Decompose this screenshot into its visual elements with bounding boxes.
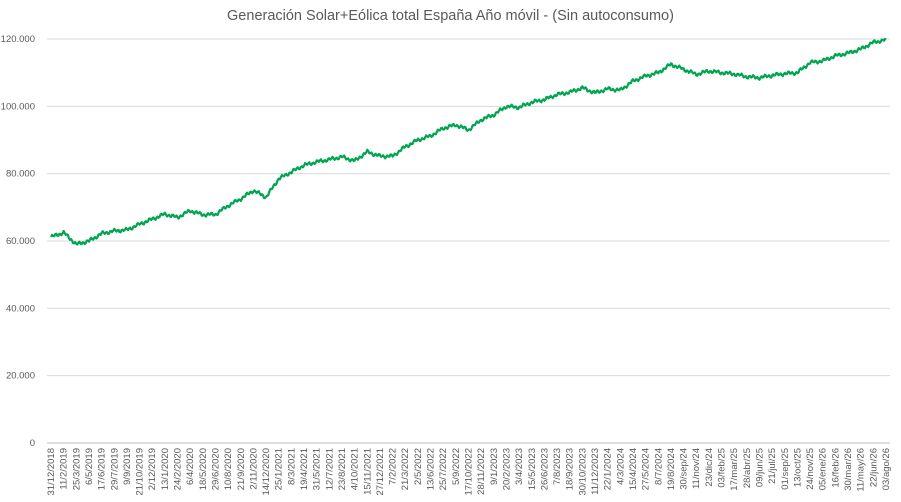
x-tick-label: 22/1/2024 xyxy=(603,448,614,490)
x-tick-label: 2/12/2019 xyxy=(147,448,158,490)
y-tick-label: 0 xyxy=(30,438,35,449)
x-tick-label: 3/4/2023 xyxy=(514,448,525,485)
x-tick-label: 15/11/2021 xyxy=(362,448,373,495)
x-tick-label: 18/9/2023 xyxy=(565,448,576,490)
x-tick-label: 17/6/2019 xyxy=(97,448,108,490)
x-tick-label: 29/6/2020 xyxy=(210,448,221,490)
x-tick-label: 29/7/2019 xyxy=(109,448,120,490)
x-tick-label: 7/2/2022 xyxy=(388,448,399,485)
x-tick-label: 11/2/2019 xyxy=(59,448,70,490)
y-tick-label: 20.000 xyxy=(6,371,35,382)
x-tick-label: 6/4/2020 xyxy=(185,448,196,485)
y-axis-tick-labels: 0 20.000 40.000 60.000 80.000 100.000 120.000 xyxy=(1,34,35,449)
x-tick-label: 03/ago/26 xyxy=(881,448,892,490)
x-tick-label: 21/3/2022 xyxy=(400,448,411,490)
x-tick-label: 11/nov/24 xyxy=(691,448,702,489)
x-tick-label: 4/3/2024 xyxy=(615,448,626,485)
x-tick-label: 6/5/2019 xyxy=(84,448,95,485)
x-tick-label: 8/7/2024 xyxy=(653,448,664,485)
x-tick-label: 21/jul/25 xyxy=(767,448,778,484)
x-tick-label: 27/5/2024 xyxy=(641,448,652,490)
x-tick-label: 30/sep/24 xyxy=(679,448,690,490)
x-tick-label: 23/8/2021 xyxy=(337,448,348,490)
x-axis-tick-labels: 31/12/2018 11/2/2019 25/3/2019 6/5/2019 17/6… xyxy=(46,448,892,496)
x-tick-label: 17/mar/25 xyxy=(729,448,740,491)
y-tick-label: 120.000 xyxy=(1,34,35,45)
x-tick-label: 20/2/2023 xyxy=(501,448,512,490)
x-tick-label: 12/7/2021 xyxy=(324,448,335,490)
x-tick-label: 2/11/2020 xyxy=(248,448,259,490)
x-tick-label: 21/10/2019 xyxy=(135,448,146,496)
x-tick-label: 2/5/2022 xyxy=(413,448,424,485)
x-tick-label: 15/4/2024 xyxy=(628,448,639,490)
x-tick-label: 27/12/2021 xyxy=(375,448,386,496)
x-tick-label: 5/9/2022 xyxy=(451,448,462,485)
gridlines xyxy=(47,38,890,444)
x-tick-label: 26/6/2023 xyxy=(539,448,550,490)
x-tick-label: 01/sep/25 xyxy=(780,448,791,490)
x-tick-label: 25/1/2021 xyxy=(274,448,285,490)
x-tick-label: 31/12/2018 xyxy=(46,448,57,496)
x-tick-label: 28/abr/25 xyxy=(742,448,753,488)
x-tick-label: 11/may/26 xyxy=(856,448,867,492)
chart-title: Generación Solar+Eólica total España Año… xyxy=(227,8,674,24)
x-tick-label: 9/9/2019 xyxy=(122,448,133,485)
x-tick-label: 16/feb/26 xyxy=(830,448,841,488)
x-tick-label: 30/mar/26 xyxy=(843,448,854,491)
x-tick-label: 9/1/2023 xyxy=(489,448,500,485)
y-tick-label: 60.000 xyxy=(6,236,35,247)
x-tick-label: 14/12/2020 xyxy=(261,448,272,496)
series-layer xyxy=(50,37,887,246)
x-tick-label: 10/8/2020 xyxy=(223,448,234,490)
x-tick-label: 11/12/2023 xyxy=(590,448,601,495)
y-tick-label: 100.000 xyxy=(1,101,35,112)
x-tick-label: 13/oct/25 xyxy=(792,448,803,487)
y-tick-label: 80.000 xyxy=(6,169,35,180)
x-tick-label: 19/4/2021 xyxy=(299,448,310,490)
x-tick-label: 22/jun/26 xyxy=(868,448,879,487)
series-line xyxy=(50,37,887,246)
x-tick-label: 30/10/2023 xyxy=(577,448,588,496)
x-tick-label: 25/7/2022 xyxy=(438,448,449,490)
x-tick-label: 09/jun/25 xyxy=(754,448,765,487)
x-tick-label: 8/3/2021 xyxy=(286,448,297,485)
y-tick-label: 40.000 xyxy=(6,303,35,314)
x-tick-label: 05/ene/26 xyxy=(818,448,829,490)
x-tick-label: 19/8/2024 xyxy=(666,448,677,490)
x-tick-label: 13/1/2020 xyxy=(160,448,171,490)
x-tick-label: 23/dic/24 xyxy=(704,448,715,487)
x-tick-label: 24/2/2020 xyxy=(173,448,184,490)
x-tick-label: 4/10/2021 xyxy=(350,448,361,490)
x-tick-label: 17/10/2022 xyxy=(464,448,475,496)
x-tick-label: 18/5/2020 xyxy=(198,448,209,490)
x-tick-label: 13/6/2022 xyxy=(426,448,437,490)
x-tick-label: 03/feb/25 xyxy=(717,448,728,488)
x-tick-label: 15/5/2023 xyxy=(527,448,538,490)
x-tick-label: 21/9/2020 xyxy=(236,448,247,490)
x-tick-label: 31/5/2021 xyxy=(312,448,323,490)
x-tick-label: 28/11/2022 xyxy=(476,448,487,495)
x-tick-label: 25/3/2019 xyxy=(71,448,82,490)
x-tick-label: 24/nov/25 xyxy=(805,448,816,490)
x-tick-label: 7/8/2023 xyxy=(552,448,563,485)
